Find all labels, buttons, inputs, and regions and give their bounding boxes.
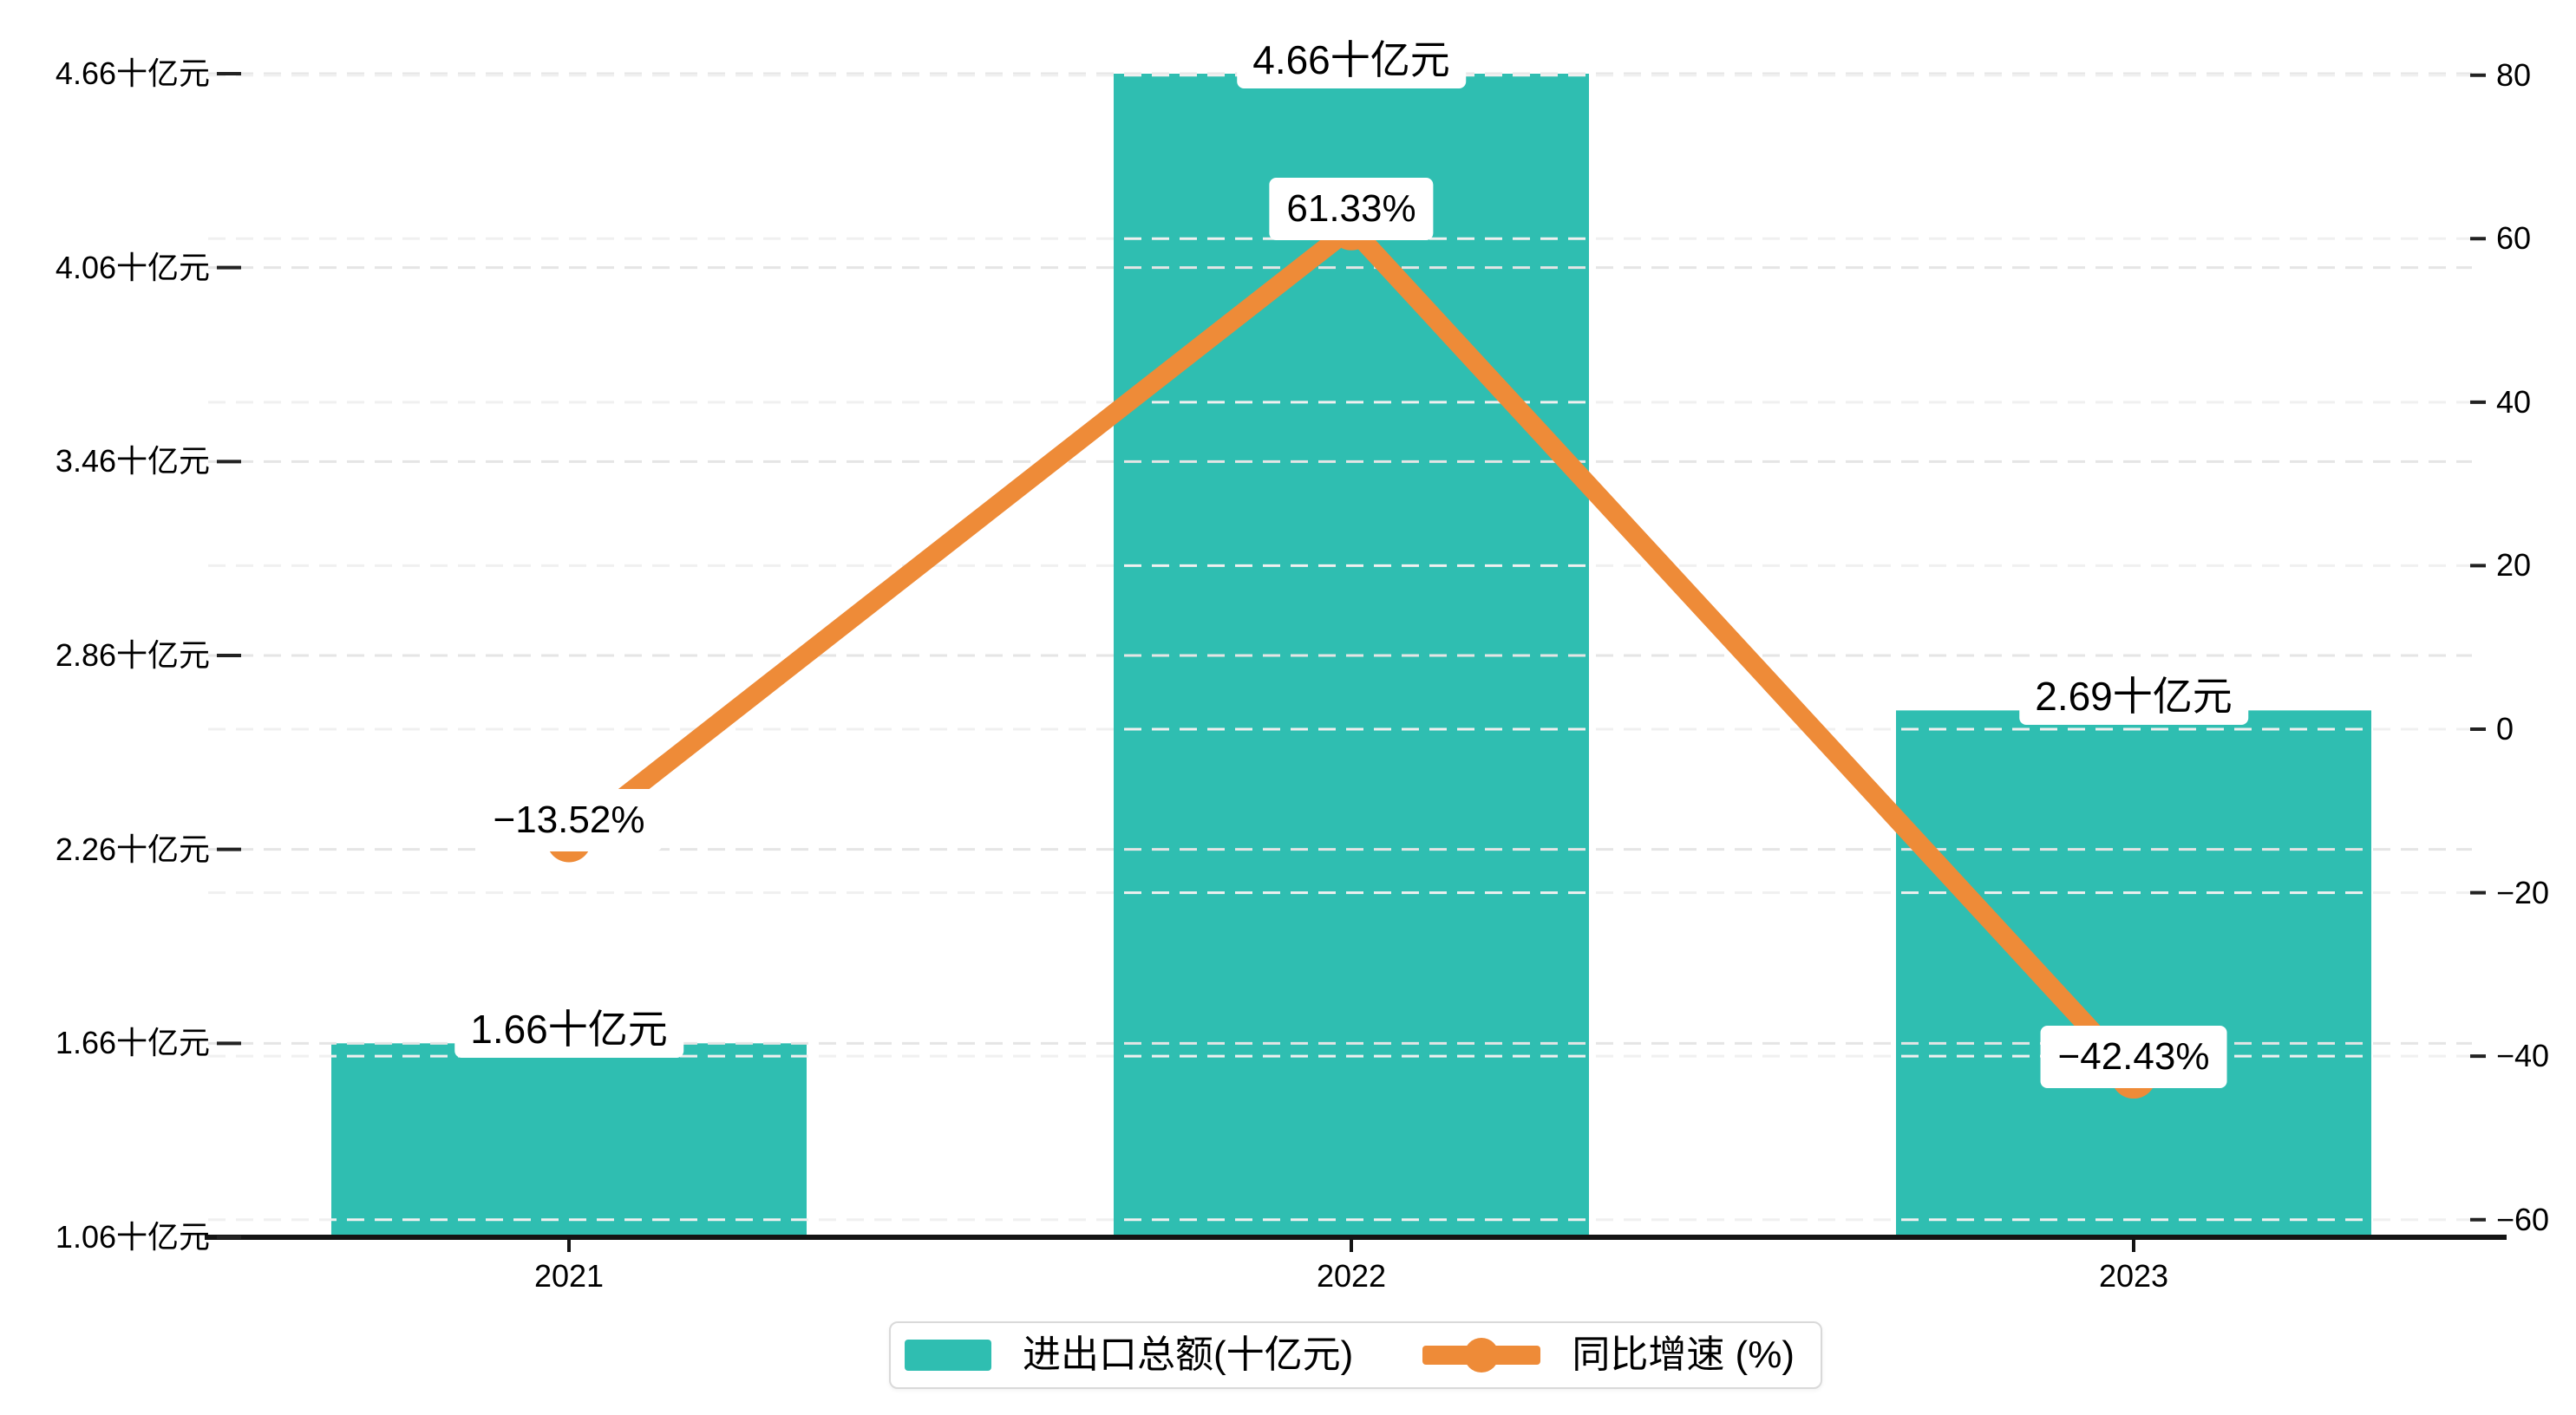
bar-2023 (1896, 710, 2371, 1237)
legend: 进出口总额(十亿元) 同比增速 (%) (889, 1321, 1822, 1389)
legend-item-bar-series[interactable]: 进出口总额(十亿元) (905, 1333, 1353, 1377)
data-point-2021 (546, 817, 592, 863)
bar-2021 (331, 1043, 807, 1237)
data-point-2023 (2111, 1053, 2156, 1099)
legend-label-line-series: 同比增速 (%) (1572, 1333, 1795, 1376)
bar-series-swatch-icon (905, 1340, 992, 1371)
line-swatch-dot-icon (1464, 1338, 1500, 1373)
line-series-swatch-icon (1422, 1338, 1541, 1373)
data-point-2022 (1329, 205, 1374, 251)
legend-label-bar-series: 进出口总额(十亿元) (1023, 1333, 1354, 1376)
legend-item-line-series[interactable]: 同比增速 (%) (1422, 1333, 1795, 1377)
x-axis-line (205, 1235, 2507, 1240)
